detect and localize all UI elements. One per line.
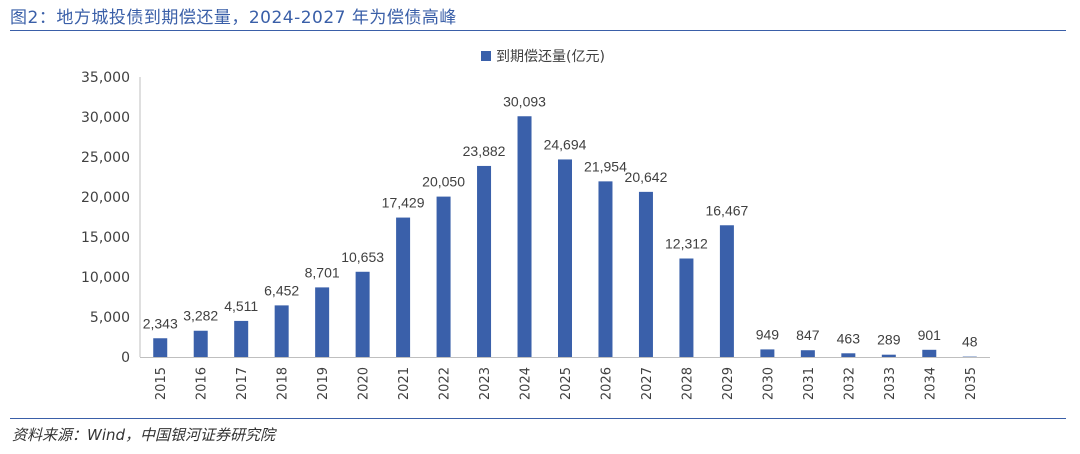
x-tick-label: 2017 bbox=[235, 367, 250, 400]
x-axis: 2015 2016 2017 2018 2019 2020 2021 2022 2023 2024… bbox=[140, 357, 990, 400]
data-label: 6,452 bbox=[264, 282, 299, 298]
data-label: 289 bbox=[877, 332, 901, 348]
bar bbox=[558, 159, 572, 357]
bar bbox=[598, 181, 613, 357]
chart-legend: 到期偿还量(亿元) bbox=[481, 49, 605, 65]
bars bbox=[153, 116, 977, 358]
bar bbox=[962, 356, 977, 358]
data-label: 20,642 bbox=[625, 169, 668, 185]
x-tick-label: 2029 bbox=[721, 367, 736, 400]
data-label: 23,882 bbox=[463, 143, 506, 159]
bar bbox=[841, 353, 856, 357]
data-label: 21,954 bbox=[584, 158, 627, 174]
bar bbox=[719, 225, 734, 357]
bar bbox=[355, 271, 370, 357]
data-label: 24,694 bbox=[544, 136, 587, 152]
data-label: 10,653 bbox=[341, 249, 384, 265]
data-label: 463 bbox=[837, 330, 861, 346]
x-tick-label: 2030 bbox=[761, 367, 776, 400]
y-tick-label: 10,000 bbox=[81, 270, 130, 286]
x-tick-label: 2020 bbox=[357, 367, 372, 400]
bar bbox=[922, 349, 937, 357]
bar bbox=[315, 287, 330, 357]
x-tick-label: 2024 bbox=[519, 367, 534, 400]
y-axis: 0 5,000 10,000 15,000 20,000 25,000 30,000 35,0… bbox=[81, 70, 141, 366]
data-label: 4,511 bbox=[224, 298, 258, 314]
y-tick-label: 0 bbox=[121, 350, 130, 366]
x-tick-label: 2015 bbox=[154, 367, 169, 400]
x-tick-label: 2023 bbox=[478, 367, 493, 400]
data-label: 17,429 bbox=[382, 195, 425, 211]
x-tick-label: 2018 bbox=[276, 367, 291, 400]
x-tick-label: 2016 bbox=[195, 367, 210, 400]
bar bbox=[436, 196, 451, 357]
data-label: 3,282 bbox=[183, 308, 218, 324]
x-tick-label: 2019 bbox=[316, 367, 331, 400]
data-label: 949 bbox=[756, 326, 780, 342]
bar bbox=[760, 349, 775, 357]
data-label: 20,050 bbox=[422, 174, 465, 190]
x-tick-label: 2022 bbox=[438, 367, 453, 400]
source-note: 资料来源：Wind，中国银河证券研究院 bbox=[12, 426, 276, 444]
x-tick-label: 2021 bbox=[397, 367, 412, 400]
bar bbox=[153, 338, 168, 357]
x-tick-label: 2028 bbox=[680, 367, 695, 400]
legend-label: 到期偿还量(亿元) bbox=[496, 49, 605, 65]
data-label: 16,467 bbox=[705, 202, 748, 218]
data-label: 30,093 bbox=[503, 93, 546, 109]
x-tick-label: 2031 bbox=[802, 367, 817, 400]
title-rule bbox=[10, 30, 1066, 31]
source-rule bbox=[10, 418, 1066, 419]
bar bbox=[396, 217, 411, 357]
x-tick-label: 2025 bbox=[559, 367, 574, 400]
bar bbox=[477, 165, 492, 357]
bar bbox=[679, 258, 694, 357]
bar bbox=[800, 350, 815, 357]
y-tick-label: 25,000 bbox=[81, 150, 130, 166]
bar bbox=[234, 320, 249, 357]
y-tick-label: 20,000 bbox=[81, 190, 130, 206]
bar bbox=[274, 305, 289, 357]
data-label: 8,701 bbox=[305, 264, 340, 280]
data-label: 847 bbox=[796, 327, 820, 343]
x-tick-label: 2032 bbox=[842, 367, 857, 400]
bar bbox=[193, 330, 208, 357]
data-label: 48 bbox=[962, 334, 978, 350]
legend-swatch bbox=[481, 51, 491, 61]
y-tick-label: 35,000 bbox=[81, 70, 130, 86]
data-label: 12,312 bbox=[665, 236, 708, 252]
bar bbox=[638, 191, 653, 357]
y-tick-label: 15,000 bbox=[81, 230, 130, 246]
data-label: 901 bbox=[918, 327, 942, 343]
x-tick-label: 2026 bbox=[599, 367, 614, 400]
y-tick-label: 5,000 bbox=[90, 310, 130, 326]
y-tick-label: 30,000 bbox=[81, 110, 130, 126]
figure-title: 图2：地方城投债到期偿还量，2024-2027 年为偿债高峰 bbox=[10, 8, 457, 28]
x-tick-label: 2035 bbox=[964, 367, 979, 400]
x-tick-label: 2033 bbox=[883, 367, 898, 400]
x-tick-label: 2034 bbox=[923, 367, 938, 400]
bar bbox=[881, 354, 896, 357]
x-tick-label: 2027 bbox=[640, 367, 655, 400]
bar bbox=[517, 116, 532, 357]
data-label: 2,343 bbox=[143, 315, 178, 331]
